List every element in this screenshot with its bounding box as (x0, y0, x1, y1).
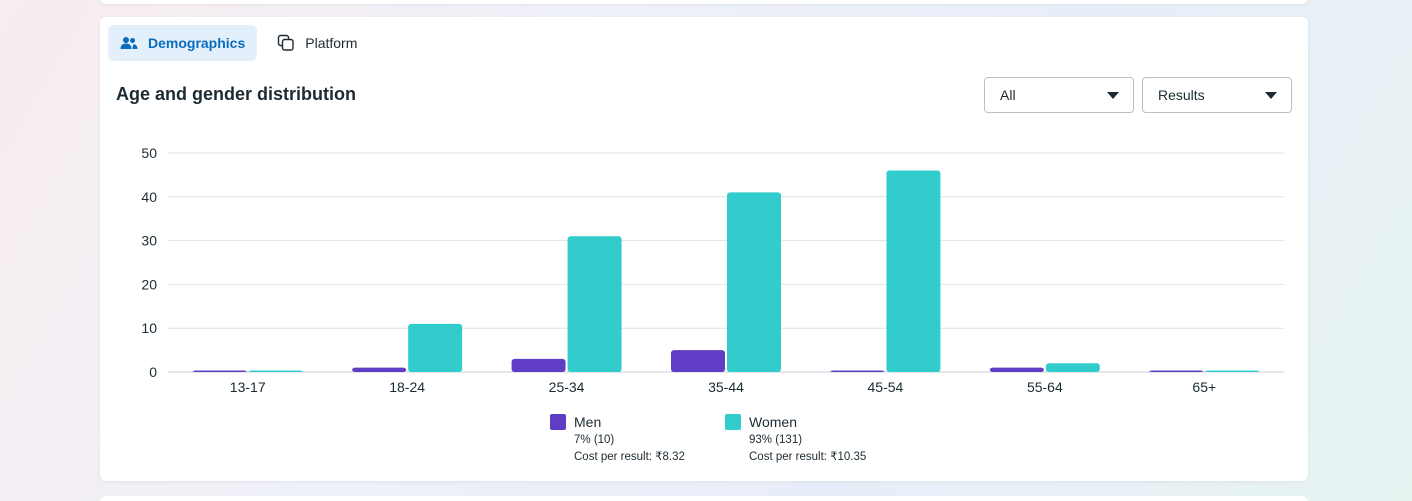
x-tick-label: 35-44 (708, 379, 744, 395)
x-tick-label: 65+ (1192, 379, 1216, 395)
tab-bar: Demographics Platform (108, 25, 369, 61)
legend-label-men: Men (574, 414, 602, 430)
tab-demographics[interactable]: Demographics (108, 25, 258, 61)
demographics-card: Demographics Platform Age and gender dis… (100, 17, 1308, 481)
tab-platform[interactable]: Platform (261, 25, 369, 61)
legend-swatch-men (550, 414, 566, 430)
previous-card-edge (100, 0, 1308, 4)
y-tick-label: 20 (141, 276, 157, 292)
bar-women-13-17 (248, 370, 303, 372)
y-tick-label: 0 (149, 364, 157, 380)
metric-select-value: Results (1158, 87, 1205, 103)
tab-demographics-label: Demographics (148, 35, 246, 51)
legend-cost-women: Cost per result: ₹10.35 (749, 451, 867, 463)
legend-item-women: Women 93% (131) Cost per result: ₹10.35 (725, 414, 866, 466)
bar-women-25-34 (567, 236, 622, 372)
metric-select[interactable]: Results (1142, 77, 1292, 113)
next-card-edge (100, 496, 1308, 501)
y-tick-label: 10 (141, 320, 157, 336)
y-tick-label: 30 (141, 233, 157, 249)
bar-men-13-17 (192, 370, 247, 372)
bar-women-65+ (1205, 370, 1260, 372)
y-tick-label: 50 (141, 145, 157, 161)
bar-men-65+ (1149, 370, 1204, 372)
age-gender-bar-chart: 0 10 20 30 40 50 13-17 18-24 25-34 35-44 45-54 55-6… (141, 145, 1284, 395)
bar-men-35-44 (671, 350, 725, 372)
audience-select-value: All (1000, 87, 1016, 103)
tab-platform-label: Platform (305, 35, 358, 51)
bar-men-45-54 (830, 370, 885, 372)
legend-swatch-women (725, 414, 741, 430)
legend-share-women: 93% (131) (749, 434, 803, 446)
x-tick-label: 55-64 (1027, 379, 1063, 395)
bar-women-18-24 (408, 323, 463, 372)
bar-women-35-44 (727, 192, 781, 372)
caret-down-icon (1107, 91, 1119, 99)
legend-label-women: Women (749, 414, 797, 430)
bar-women-55-64 (1045, 363, 1100, 372)
caret-down-icon (1265, 91, 1277, 99)
bar-women-45-54 (886, 170, 941, 372)
x-tick-label: 13-17 (230, 379, 266, 395)
x-tick-label: 18-24 (389, 379, 425, 395)
audience-select[interactable]: All (984, 77, 1134, 113)
bar-men-25-34 (511, 358, 566, 372)
legend-share-men: 7% (10) (574, 434, 615, 446)
bar-men-18-24 (352, 367, 407, 372)
y-tick-label: 40 (141, 189, 157, 205)
chart-title: Age and gender distribution (116, 84, 357, 104)
legend-cost-men: Cost per result: ₹8.32 (574, 451, 685, 463)
x-tick-label: 45-54 (868, 379, 904, 395)
people-icon (120, 36, 138, 50)
x-tick-label: 25-34 (549, 379, 585, 395)
bar-men-55-64 (989, 367, 1044, 372)
legend-item-men: Men 7% (10) Cost per result: ₹8.32 (550, 414, 685, 466)
copy-icon (277, 34, 295, 52)
